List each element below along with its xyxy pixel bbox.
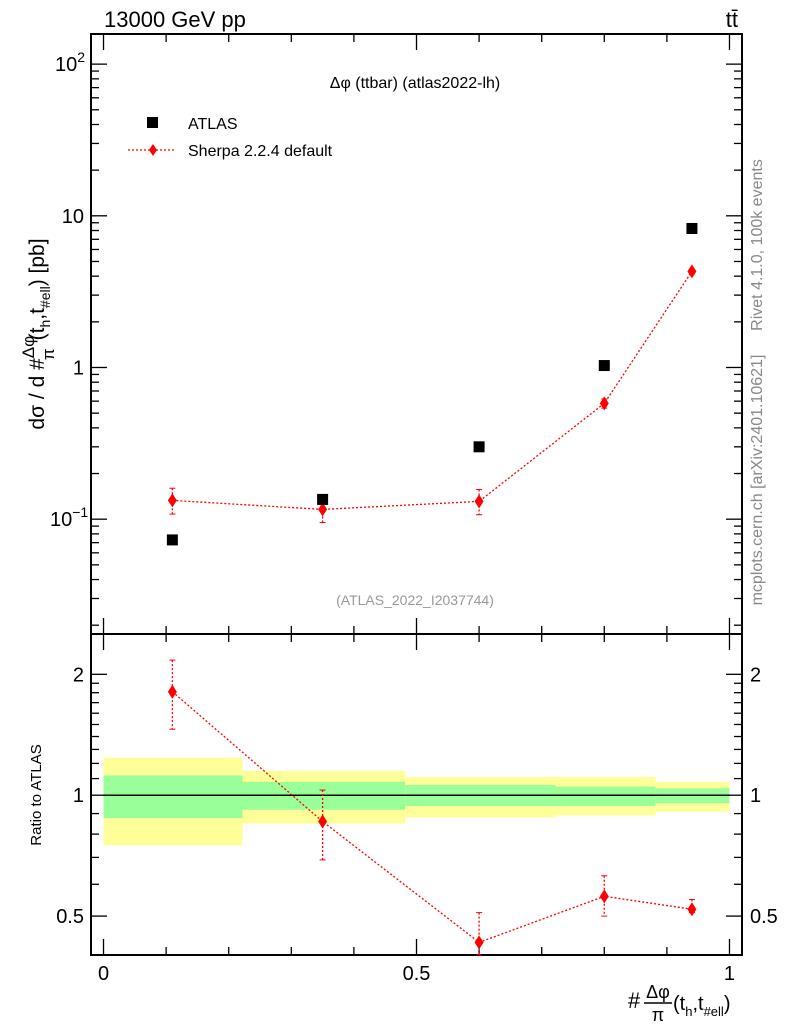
svg-text:(th,t#ell): (th,t#ell): [673, 993, 731, 1019]
legend-atlas-label: ATLAS: [188, 116, 238, 133]
atlas-point: [686, 222, 698, 234]
ratio-frame: [90, 633, 743, 956]
atlas-point: [473, 441, 485, 453]
ratio-panel: 0 0.5 1 0.5 0.5 1 1 2 2: [56, 633, 778, 985]
ratio-band-inner: [555, 786, 656, 806]
y-tick-label: 1: [73, 357, 84, 379]
watermark: (ATLAS_2022_I2037744): [336, 592, 494, 608]
svg-text:#: #: [628, 988, 641, 1013]
ratio-y-tick-label-right: 2: [750, 664, 761, 686]
atlas-point: [317, 493, 329, 505]
sherpa-ratio-point: [167, 684, 177, 699]
plot-title: Δφ (ttbar) (atlas2022-lh): [330, 75, 500, 92]
svg-text:Δφ: Δφ: [646, 982, 670, 1002]
svg-text:dσ / d #Δφπ(th,t#ell) [pb]: dσ / d #Δφπ(th,t#ell) [pb]: [19, 238, 58, 429]
x-tick-label: 0.5: [403, 963, 431, 985]
sherpa-line: [172, 271, 693, 511]
x-tick-label: 1: [724, 963, 735, 985]
y-tick-label: 10: [62, 206, 84, 228]
ratio-y-tick-label: 0.5: [56, 906, 84, 928]
x-tick-label: 0: [98, 963, 109, 985]
legend-atlas-marker: [147, 117, 158, 128]
process-label: tt̄: [726, 7, 738, 32]
rivet-version-label: Rivet 4.1.0, 100k events: [749, 159, 766, 331]
sherpa-point: [687, 264, 697, 279]
ratio-y-tick-label-right: 1: [750, 785, 761, 807]
sherpa-ratio-point: [474, 935, 484, 950]
source-label: mcplots.cern.ch [arXiv:2401.10621]: [749, 355, 766, 606]
sherpa-ratio-point: [687, 902, 697, 917]
atlas-point: [598, 360, 610, 372]
main-y-axis-label: dσ / d #Δφπ(th,t#ell) [pb]: [19, 238, 58, 429]
energy-label: 13000 GeV pp: [104, 7, 246, 32]
ratio-y-tick-label: 1: [73, 785, 84, 807]
y-tick-label: 102: [55, 49, 85, 76]
sherpa-point: [599, 396, 609, 411]
ratio-y-tick-label: 2: [73, 664, 84, 686]
atlas-point: [166, 534, 178, 546]
svg-text:π: π: [652, 1005, 664, 1024]
ratio-y-tick-label-right: 0.5: [750, 906, 778, 928]
legend-sherpa-label: Sherpa 2.2.4 default: [188, 143, 333, 160]
sherpa-ratio-point: [318, 814, 328, 829]
sherpa-point: [318, 502, 328, 517]
x-axis-label: # Δφ π (th,t#ell): [628, 982, 731, 1024]
ratio-band-inner: [103, 775, 243, 819]
legend-sherpa-marker: [149, 144, 157, 156]
sherpa-point: [167, 493, 177, 508]
sherpa-point: [474, 494, 484, 509]
sherpa-ratio-point: [599, 889, 609, 904]
main-panel: 102 10 1 10−1: [50, 33, 743, 955]
ratio-y-axis-label: Ratio to ATLAS: [28, 744, 45, 845]
y-tick-label: 10−1: [50, 504, 88, 531]
